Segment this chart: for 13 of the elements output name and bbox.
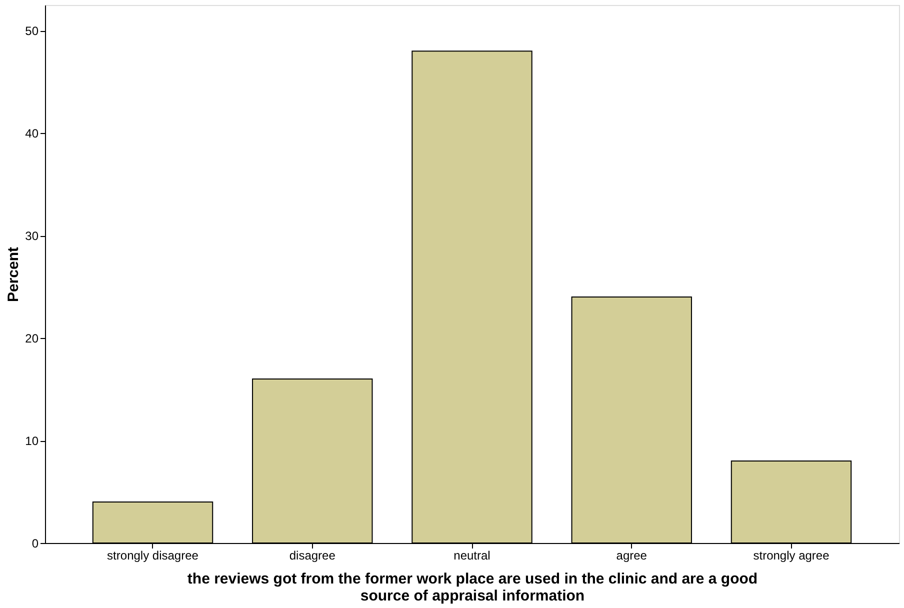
x-tick-label: disagree	[289, 548, 336, 562]
y-tick-label: 20	[25, 332, 39, 346]
x-axis-title: the reviews got from the former work place are used in the clinic and are a good source of appraisal information	[187, 570, 758, 604]
y-tick-label: 10	[25, 434, 39, 448]
x-tick-label: strongly disagree	[107, 548, 199, 562]
x-tick-label: agree	[616, 548, 648, 562]
x-tick-label: neutral	[454, 548, 490, 562]
y-tick-label: 50	[25, 24, 39, 38]
y-tick-label: 30	[25, 229, 39, 244]
y-axis-title: Percent	[5, 246, 22, 302]
x-tick-label: strongly agree	[753, 548, 830, 562]
y-tick-label: 40	[25, 126, 39, 141]
y-tick-label: 0	[32, 536, 39, 550]
